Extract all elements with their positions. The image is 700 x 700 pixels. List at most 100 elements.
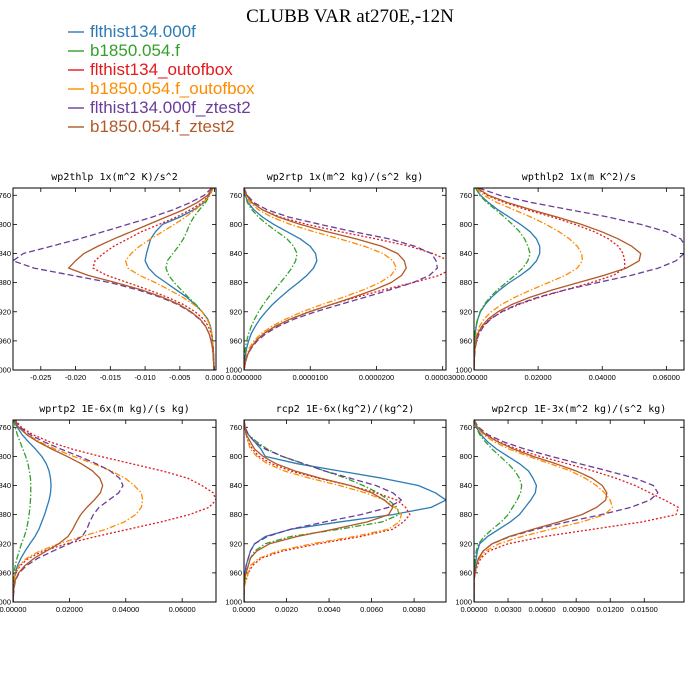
- legend-label: flthist134.000f_ztest2: [90, 98, 251, 117]
- panel-frame: [473, 419, 685, 603]
- x-tick-label: -0.025: [30, 373, 51, 382]
- panel: wp2rcp 1E-3x(m^2 kg)/(s^2 kg) 760 800 840 88…: [455, 404, 685, 614]
- x-tick-label: 0.000: [205, 373, 224, 382]
- x-tick-label: 0.06000: [169, 605, 196, 614]
- legend-label: flthist134_outofbox: [90, 60, 233, 79]
- y-tick-label: 1000: [455, 366, 472, 375]
- y-tick-label: 960: [459, 568, 472, 577]
- panel-title: wp2thlp 1x(m^2 K)/s^2: [51, 172, 177, 183]
- x-tick-label: -0.015: [100, 373, 121, 382]
- series-line-5: [474, 420, 659, 602]
- legend-entry: flthist134.000f: [68, 22, 196, 41]
- series-line-6: [474, 420, 608, 602]
- series-line-2: [474, 420, 523, 602]
- y-tick-label: 880: [229, 278, 242, 287]
- y-tick-label: 760: [229, 423, 242, 432]
- y-tick-label: 800: [229, 220, 242, 229]
- y-tick-label: 1000: [0, 598, 11, 607]
- panel-frame: [12, 419, 217, 603]
- y-tick-label: 920: [229, 539, 242, 548]
- x-tick-label: 0.00600: [529, 605, 556, 614]
- x-tick-label: 0.01200: [597, 605, 624, 614]
- series-line-4: [13, 420, 144, 602]
- x-tick-label: 0.0080: [403, 605, 426, 614]
- legend-label: b1850.054.f: [90, 41, 180, 60]
- x-tick-label: 0.0020: [275, 605, 298, 614]
- x-tick-label: 0.0060: [360, 605, 383, 614]
- x-tick-label: -0.005: [169, 373, 190, 382]
- series-line-3: [13, 420, 216, 602]
- series-line-3: [244, 420, 411, 602]
- y-tick-label: 880: [459, 278, 472, 287]
- x-tick-label: -0.010: [134, 373, 155, 382]
- x-tick-label: 0.0000100: [293, 373, 328, 382]
- panel: wp2thlp 1x(m^2 K)/s^2 760 800 840 880 920 960 1…: [0, 172, 224, 382]
- series-group: [244, 420, 446, 602]
- y-tick-label: 880: [229, 510, 242, 519]
- y-tick-label: 840: [459, 481, 472, 490]
- series-line-5: [244, 420, 403, 602]
- legend-label: b1850.054.f_ztest2: [90, 117, 235, 136]
- y-tick-label: 840: [229, 481, 242, 490]
- y-tick-label: 760: [0, 191, 11, 200]
- series-line-6: [67, 188, 215, 370]
- legend-entry: b1850.054.f: [68, 41, 180, 60]
- series-group: [474, 420, 679, 602]
- y-tick-label: 960: [459, 336, 472, 345]
- panel: wprtp2 1E-6x(m kg)/(s kg) 760 800 840 880 920…: [0, 404, 217, 614]
- legend-label: b1850.054.f_outofbox: [90, 79, 255, 98]
- y-tick-label: 800: [229, 452, 242, 461]
- series-group: [13, 188, 215, 370]
- legend-entry: flthist134.000f_ztest2: [68, 98, 251, 117]
- y-tick-label: 920: [229, 307, 242, 316]
- series-line-2: [474, 188, 531, 370]
- legend-label: flthist134.000f: [90, 22, 196, 41]
- y-tick-label: 840: [459, 249, 472, 258]
- series-line-6: [13, 420, 104, 602]
- series-group: [244, 188, 446, 370]
- series-line-5: [474, 188, 684, 370]
- series-line-2: [244, 188, 298, 370]
- series-line-1: [244, 188, 318, 370]
- panel-frame: [243, 187, 447, 371]
- series-line-6: [244, 420, 394, 602]
- y-tick-label: 800: [0, 452, 11, 461]
- y-tick-label: 840: [0, 249, 11, 258]
- y-tick-label: 800: [0, 220, 11, 229]
- y-tick-label: 1000: [455, 598, 472, 607]
- y-tick-label: 760: [459, 423, 472, 432]
- x-tick-label: 0.04000: [112, 605, 139, 614]
- series-line-5: [244, 188, 439, 370]
- y-tick-label: 840: [229, 249, 242, 258]
- series-line-3: [92, 188, 215, 370]
- series-line-6: [474, 188, 642, 370]
- series-line-6: [244, 188, 407, 370]
- y-tick-label: 880: [0, 278, 11, 287]
- x-tick-label: 0.0000300: [425, 373, 460, 382]
- y-tick-label: 880: [0, 510, 11, 519]
- series-line-2: [165, 188, 215, 370]
- y-tick-label: 880: [459, 510, 472, 519]
- series-line-4: [124, 188, 215, 370]
- panel-title: rcp2 1E-6x(kg^2)/(kg^2): [276, 404, 414, 415]
- series-line-4: [244, 188, 397, 370]
- panel-title: wp2rtp 1x(m^2 kg)/(s^2 kg): [267, 172, 424, 183]
- y-tick-label: 840: [0, 481, 11, 490]
- series-line-4: [474, 188, 584, 370]
- legend-entry: flthist134_outofbox: [68, 60, 233, 79]
- x-tick-label: 0.00000: [460, 605, 487, 614]
- x-tick-label: 0.00000: [0, 605, 27, 614]
- x-tick-label: 0.0000000: [226, 373, 261, 382]
- x-tick-label: 0.06000: [653, 373, 680, 382]
- x-tick-label: 0.00300: [494, 605, 521, 614]
- x-tick-label: 0.0040: [318, 605, 341, 614]
- y-tick-label: 960: [229, 568, 242, 577]
- y-tick-label: 1000: [225, 366, 242, 375]
- x-tick-label: 0.02000: [56, 605, 83, 614]
- x-tick-label: 0.04000: [589, 373, 616, 382]
- series-line-4: [244, 420, 403, 602]
- series-group: [474, 188, 684, 370]
- y-tick-label: 800: [459, 220, 472, 229]
- series-line-4: [474, 420, 614, 602]
- y-tick-label: 760: [229, 191, 242, 200]
